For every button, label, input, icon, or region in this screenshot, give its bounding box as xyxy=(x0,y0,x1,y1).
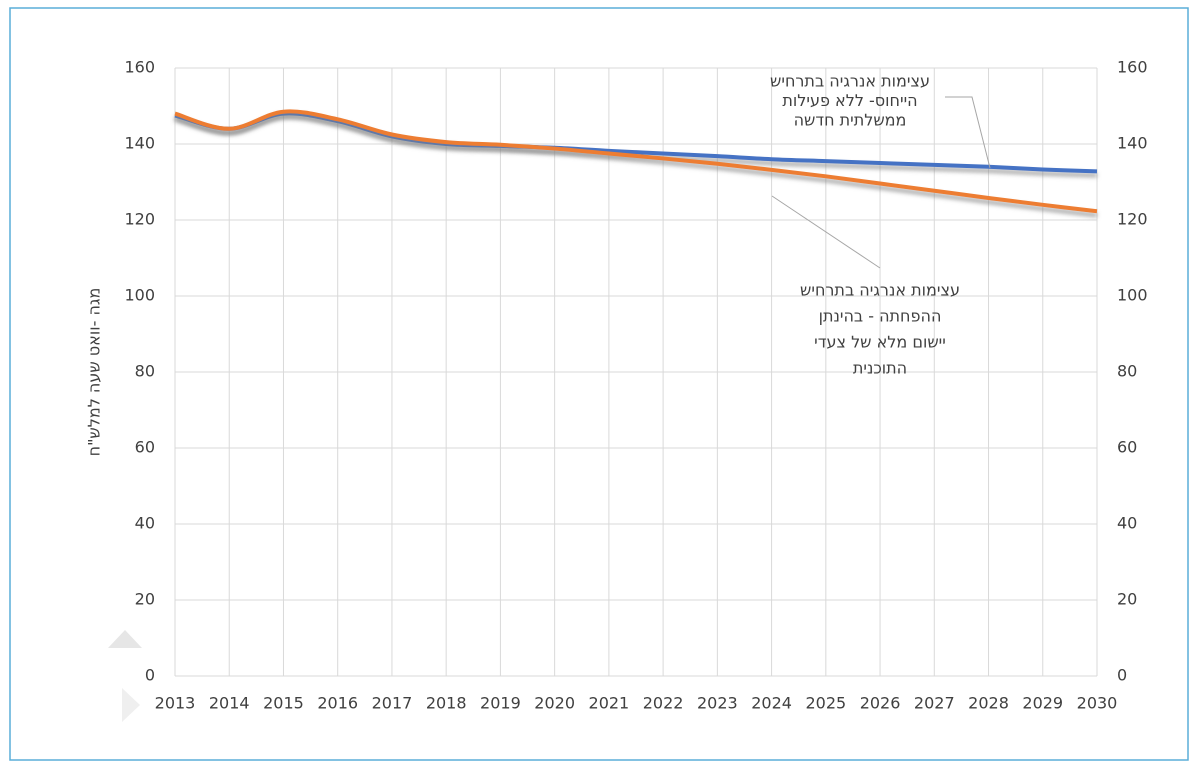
y-tick-label: 80 xyxy=(135,362,155,381)
y-tick-label: 40 xyxy=(135,514,155,533)
y2-tick-label: 60 xyxy=(1117,438,1137,457)
annotation-line: ממשלתית חדשה xyxy=(794,111,907,130)
x-tick-label: 2016 xyxy=(317,694,358,713)
annotation-line: התוכנית xyxy=(853,359,907,378)
x-tick-label: 2024 xyxy=(751,694,792,713)
y2-tick-label: 80 xyxy=(1117,362,1137,381)
x-tick-label: 2022 xyxy=(643,694,684,713)
x-tick-label: 2025 xyxy=(805,694,846,713)
annotation-line: עצימות אנרגיה בתרחיש xyxy=(770,72,930,91)
y-tick-label: 120 xyxy=(124,210,155,229)
y2-tick-label: 20 xyxy=(1117,590,1137,609)
leader-line xyxy=(945,96,991,169)
y2-tick-label: 100 xyxy=(1117,286,1148,305)
y2-tick-label: 140 xyxy=(1117,134,1148,153)
lines xyxy=(174,109,1098,214)
y2-tick-label: 40 xyxy=(1117,514,1137,533)
x-tick-label: 2029 xyxy=(1022,694,1063,713)
decor-triangle xyxy=(122,688,140,722)
y2-tick-label: 120 xyxy=(1117,210,1148,229)
y-tick-label: 20 xyxy=(135,590,155,609)
x-tick-label: 2019 xyxy=(480,694,521,713)
x-tick-label: 2026 xyxy=(860,694,901,713)
y2-tick-label: 160 xyxy=(1117,58,1148,77)
grid: 0 20 40 60 80 100 120 140 160 0 20 40 60 80 100 120 140 1… xyxy=(124,58,1147,713)
x-tick-label: 2017 xyxy=(372,694,413,713)
y-tick-label: 0 xyxy=(145,666,155,685)
y-axis-label: מגה -וואט שעה למלש"ח xyxy=(85,288,104,457)
x-tick-label: 2018 xyxy=(426,694,467,713)
leader-line xyxy=(771,195,881,269)
series-line xyxy=(174,109,1098,214)
y-tick-label: 100 xyxy=(124,286,155,305)
y-tick-label: 60 xyxy=(135,438,155,457)
x-tick-label: 2023 xyxy=(697,694,738,713)
y-tick-label: 160 xyxy=(124,58,155,77)
annotation-line: יישום מלא של צעדי xyxy=(814,333,946,352)
annotation-line: ההפחתה - בהינתן xyxy=(819,307,942,326)
x-tick-label: 2020 xyxy=(534,694,575,713)
y-tick-label: 140 xyxy=(124,134,155,153)
annotation-line: הייחוס- ללא פעילות xyxy=(782,91,917,110)
x-tick-label: 2030 xyxy=(1077,694,1118,713)
y2-tick-label: 0 xyxy=(1117,666,1127,685)
x-tick-label: 2028 xyxy=(968,694,1009,713)
annotation-line: עצימות אנרגיה בתרחיש xyxy=(800,281,960,300)
x-tick-label: 2013 xyxy=(155,694,196,713)
chart-frame xyxy=(9,7,1189,761)
x-tick-label: 2027 xyxy=(914,694,955,713)
x-tick-label: 2015 xyxy=(263,694,304,713)
x-tick-label: 2014 xyxy=(209,694,250,713)
decor-triangle xyxy=(108,630,142,648)
x-tick-label: 2021 xyxy=(589,694,630,713)
